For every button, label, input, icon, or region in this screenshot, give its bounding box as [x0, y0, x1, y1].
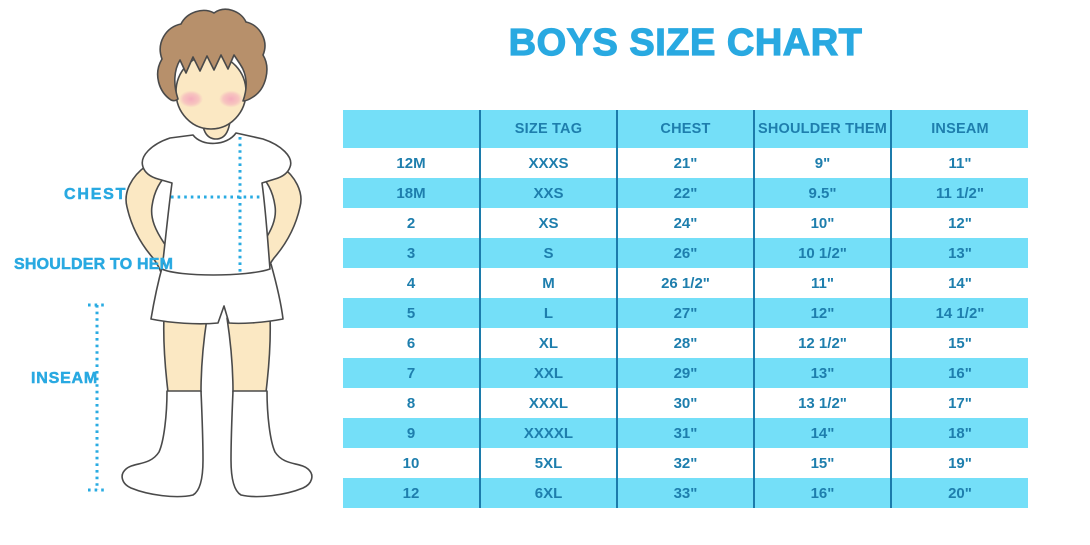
- table-cell: XXL: [479, 358, 617, 388]
- table-cell: 10 1/2": [753, 238, 891, 268]
- table-cell: 5XL: [479, 448, 617, 478]
- table-cell: XXS: [479, 178, 617, 208]
- inseam-label: INSEAM: [31, 370, 99, 388]
- boy-illustration: [88, 8, 313, 498]
- table-cell: 9": [753, 148, 891, 178]
- table-row: 5 L 27" 12" 14 1/2": [343, 298, 1028, 328]
- table-cell: M: [479, 268, 617, 298]
- table-cell: 12": [890, 208, 1028, 238]
- table-row: 6 XL 28" 12 1/2" 15": [343, 328, 1028, 358]
- table-cell: 17": [890, 388, 1028, 418]
- table-cell: XS: [479, 208, 617, 238]
- boy-hair: [156, 8, 268, 102]
- table-cell: 29": [616, 358, 754, 388]
- table-row: 18M XXS 22" 9.5" 11 1/2": [343, 178, 1028, 208]
- table-cell: 11 1/2": [890, 178, 1028, 208]
- table-cell: 18": [890, 418, 1028, 448]
- header-cell-size: [343, 110, 480, 148]
- table-cell: 16": [890, 358, 1028, 388]
- table-row: 8 XXXL 30" 13 1/2" 17": [343, 388, 1028, 418]
- table-cell: 15": [890, 328, 1028, 358]
- table-cell: 11": [753, 268, 891, 298]
- table-cell: 5: [343, 298, 480, 328]
- boy-cheek-left: [179, 90, 203, 108]
- table-row: 12M XXXS 21" 9" 11": [343, 148, 1028, 178]
- boy-right-leg: [226, 315, 272, 393]
- table-cell: 7: [343, 358, 480, 388]
- boy-right-sock: [230, 390, 313, 498]
- table-cell: 10": [753, 208, 891, 238]
- table-cell: 28": [616, 328, 754, 358]
- table-cell: XL: [479, 328, 617, 358]
- table-cell: 24": [616, 208, 754, 238]
- table-cell: 13 1/2": [753, 388, 891, 418]
- table-cell: 11": [890, 148, 1028, 178]
- table-cell: 30": [616, 388, 754, 418]
- header-cell-chest: CHEST: [616, 110, 754, 148]
- boy-cheek-right: [219, 90, 243, 108]
- table-cell: 3: [343, 238, 480, 268]
- table-cell: 13": [753, 358, 891, 388]
- table-cell: 14": [753, 418, 891, 448]
- boy-shorts: [150, 263, 284, 325]
- boy-left-leg: [162, 315, 208, 393]
- boy-shirt: [141, 132, 292, 276]
- table-cell: 9.5": [753, 178, 891, 208]
- table-cell: 21": [616, 148, 754, 178]
- chest-label: CHEST: [64, 186, 128, 204]
- table-cell: 2: [406, 214, 416, 232]
- table-row: 12 6XL 33" 16" 20": [343, 478, 1028, 508]
- boy-left-sock: [121, 390, 204, 498]
- table-cell: 12 1/2": [753, 328, 891, 358]
- shoulder-to-hem-label: SHOULDER TO HEM: [14, 256, 174, 274]
- table-row: 3 S 26" 10 1/2" 13": [343, 238, 1028, 268]
- table-cell: 6XL: [479, 478, 617, 508]
- measurement-lines: [88, 137, 260, 492]
- table-row: 4 M 26 1/2" 11" 14": [343, 268, 1028, 298]
- page-title: BOYS SIZE CHART: [508, 21, 863, 64]
- table-cell: 6: [406, 334, 416, 352]
- table-cell: 8: [406, 394, 416, 412]
- table-cell: 33": [616, 478, 754, 508]
- table-cell: 9: [343, 418, 480, 448]
- table-cell: 31": [616, 418, 754, 448]
- header-cell-size-tag: SIZE TAG: [479, 110, 617, 148]
- table-cell: 4: [406, 274, 416, 292]
- table-cell: 15": [753, 448, 891, 478]
- table-cell: 14 1/2": [890, 298, 1028, 328]
- table-cell: XXXL: [479, 388, 617, 418]
- table-cell: L: [479, 298, 617, 328]
- table-cell: XXXS: [479, 148, 617, 178]
- table-row: 7 XXL 29" 13" 16": [343, 358, 1028, 388]
- table-cell: 20": [890, 478, 1028, 508]
- table-row: 10 5XL 32" 15" 19": [343, 448, 1028, 478]
- table-body: 12M XXXS 21" 9" 11" 18M XXS 22" 9.5" 11 1/2" 2 XS 24…: [343, 148, 1028, 508]
- table-cell: S: [479, 238, 617, 268]
- size-chart-table: SIZE TAG CHEST SHOULDER THEM INSEAM 12M X…: [343, 110, 1028, 508]
- table-cell: XXXXL: [479, 418, 617, 448]
- header-cell-shoulder-them: SHOULDER THEM: [753, 110, 891, 148]
- table-row: 9 XXXXL 31" 14" 18": [343, 418, 1028, 448]
- table-cell: 18M: [343, 178, 480, 208]
- header-cell-inseam: INSEAM: [890, 110, 1028, 148]
- table-cell: 26": [616, 238, 754, 268]
- table-cell: 19": [890, 448, 1028, 478]
- table-header-row: SIZE TAG CHEST SHOULDER THEM INSEAM: [343, 110, 1028, 148]
- table-cell: 27": [616, 298, 754, 328]
- table-cell: 12": [753, 298, 891, 328]
- table-cell: 16": [753, 478, 891, 508]
- table-cell: 32": [616, 448, 754, 478]
- table-cell: 12: [343, 478, 480, 508]
- table-row: 2 XS 24" 10" 12": [343, 208, 1028, 238]
- table-cell: 12M: [396, 154, 426, 172]
- table-cell: 10: [402, 454, 420, 472]
- table-cell: 22": [616, 178, 754, 208]
- table-cell: 14": [890, 268, 1028, 298]
- table-cell: 26 1/2": [616, 268, 754, 298]
- table-cell: 13": [890, 238, 1028, 268]
